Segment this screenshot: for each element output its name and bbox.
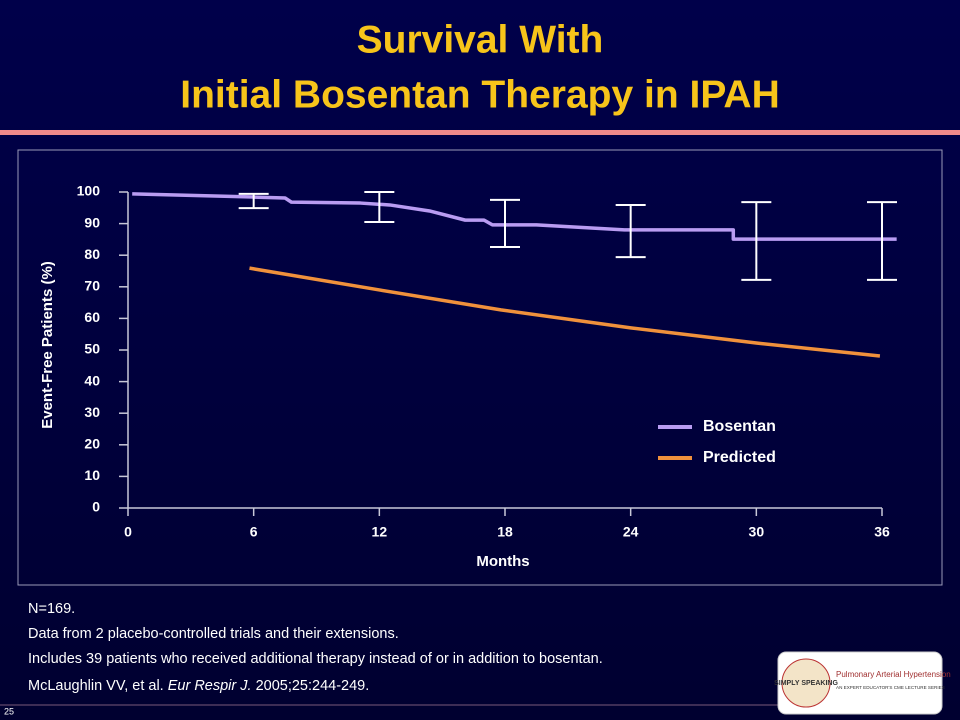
legend-label: Predicted [703, 449, 776, 466]
x-tick-label: 0 [124, 524, 132, 540]
y-tick-label: 90 [84, 214, 100, 230]
note: Data from 2 placebo-controlled trials an… [28, 626, 399, 642]
note: Includes 39 patients who received additi… [28, 651, 603, 667]
y-tick-label: 100 [77, 183, 101, 199]
page-number: 25 [4, 706, 14, 716]
y-tick-label: 50 [84, 341, 100, 357]
x-tick-label: 24 [623, 524, 639, 540]
y-tick-label: 60 [84, 309, 100, 325]
x-tick-label: 12 [372, 524, 388, 540]
x-tick-label: 6 [250, 524, 258, 540]
y-tick-label: 10 [84, 467, 100, 483]
logo-brand: SIMPLY SPEAKING [774, 680, 838, 687]
y-tick-label: 40 [84, 372, 100, 388]
title-line: Survival With [357, 18, 604, 61]
legend-label: Bosentan [703, 418, 776, 435]
y-tick-label: 30 [84, 404, 100, 420]
citation: McLaughlin VV, et al. Eur Respir J. 2005… [28, 678, 369, 694]
y-tick-label: 20 [84, 436, 100, 452]
y-axis-label: Event-Free Patients (%) [39, 261, 56, 429]
citation-journal: Eur Respir J. [167, 678, 252, 694]
y-tick-label: 80 [84, 246, 100, 262]
x-tick-label: 18 [497, 524, 513, 540]
x-tick-label: 36 [874, 524, 890, 540]
note: N=169. [28, 601, 76, 617]
citation-details: 2005;25:244-249. [255, 678, 370, 694]
citation-authors: McLaughlin VV, et al. [28, 678, 164, 694]
logo-badge [781, 658, 831, 708]
title-rule [0, 130, 960, 135]
title-line: Initial Bosentan Therapy in IPAH [180, 73, 780, 116]
y-tick-label: 70 [84, 278, 100, 294]
logo-series: AN EXPERT EDUCATOR'S CME LECTURE SERIES [836, 685, 945, 690]
logo-topic: Pulmonary Arterial Hypertension [836, 670, 951, 679]
series-line [132, 192, 897, 241]
x-axis-label: Months [476, 553, 529, 570]
logo: SIMPLY SPEAKING Pulmonary Arterial Hyper… [774, 651, 951, 715]
notes: N=169. Data from 2 placebo-controlled tr… [28, 597, 603, 672]
series-line [249, 266, 881, 358]
x-tick-label: 30 [749, 524, 765, 540]
chart-frame [17, 149, 943, 586]
y-tick-label: 0 [92, 499, 100, 515]
